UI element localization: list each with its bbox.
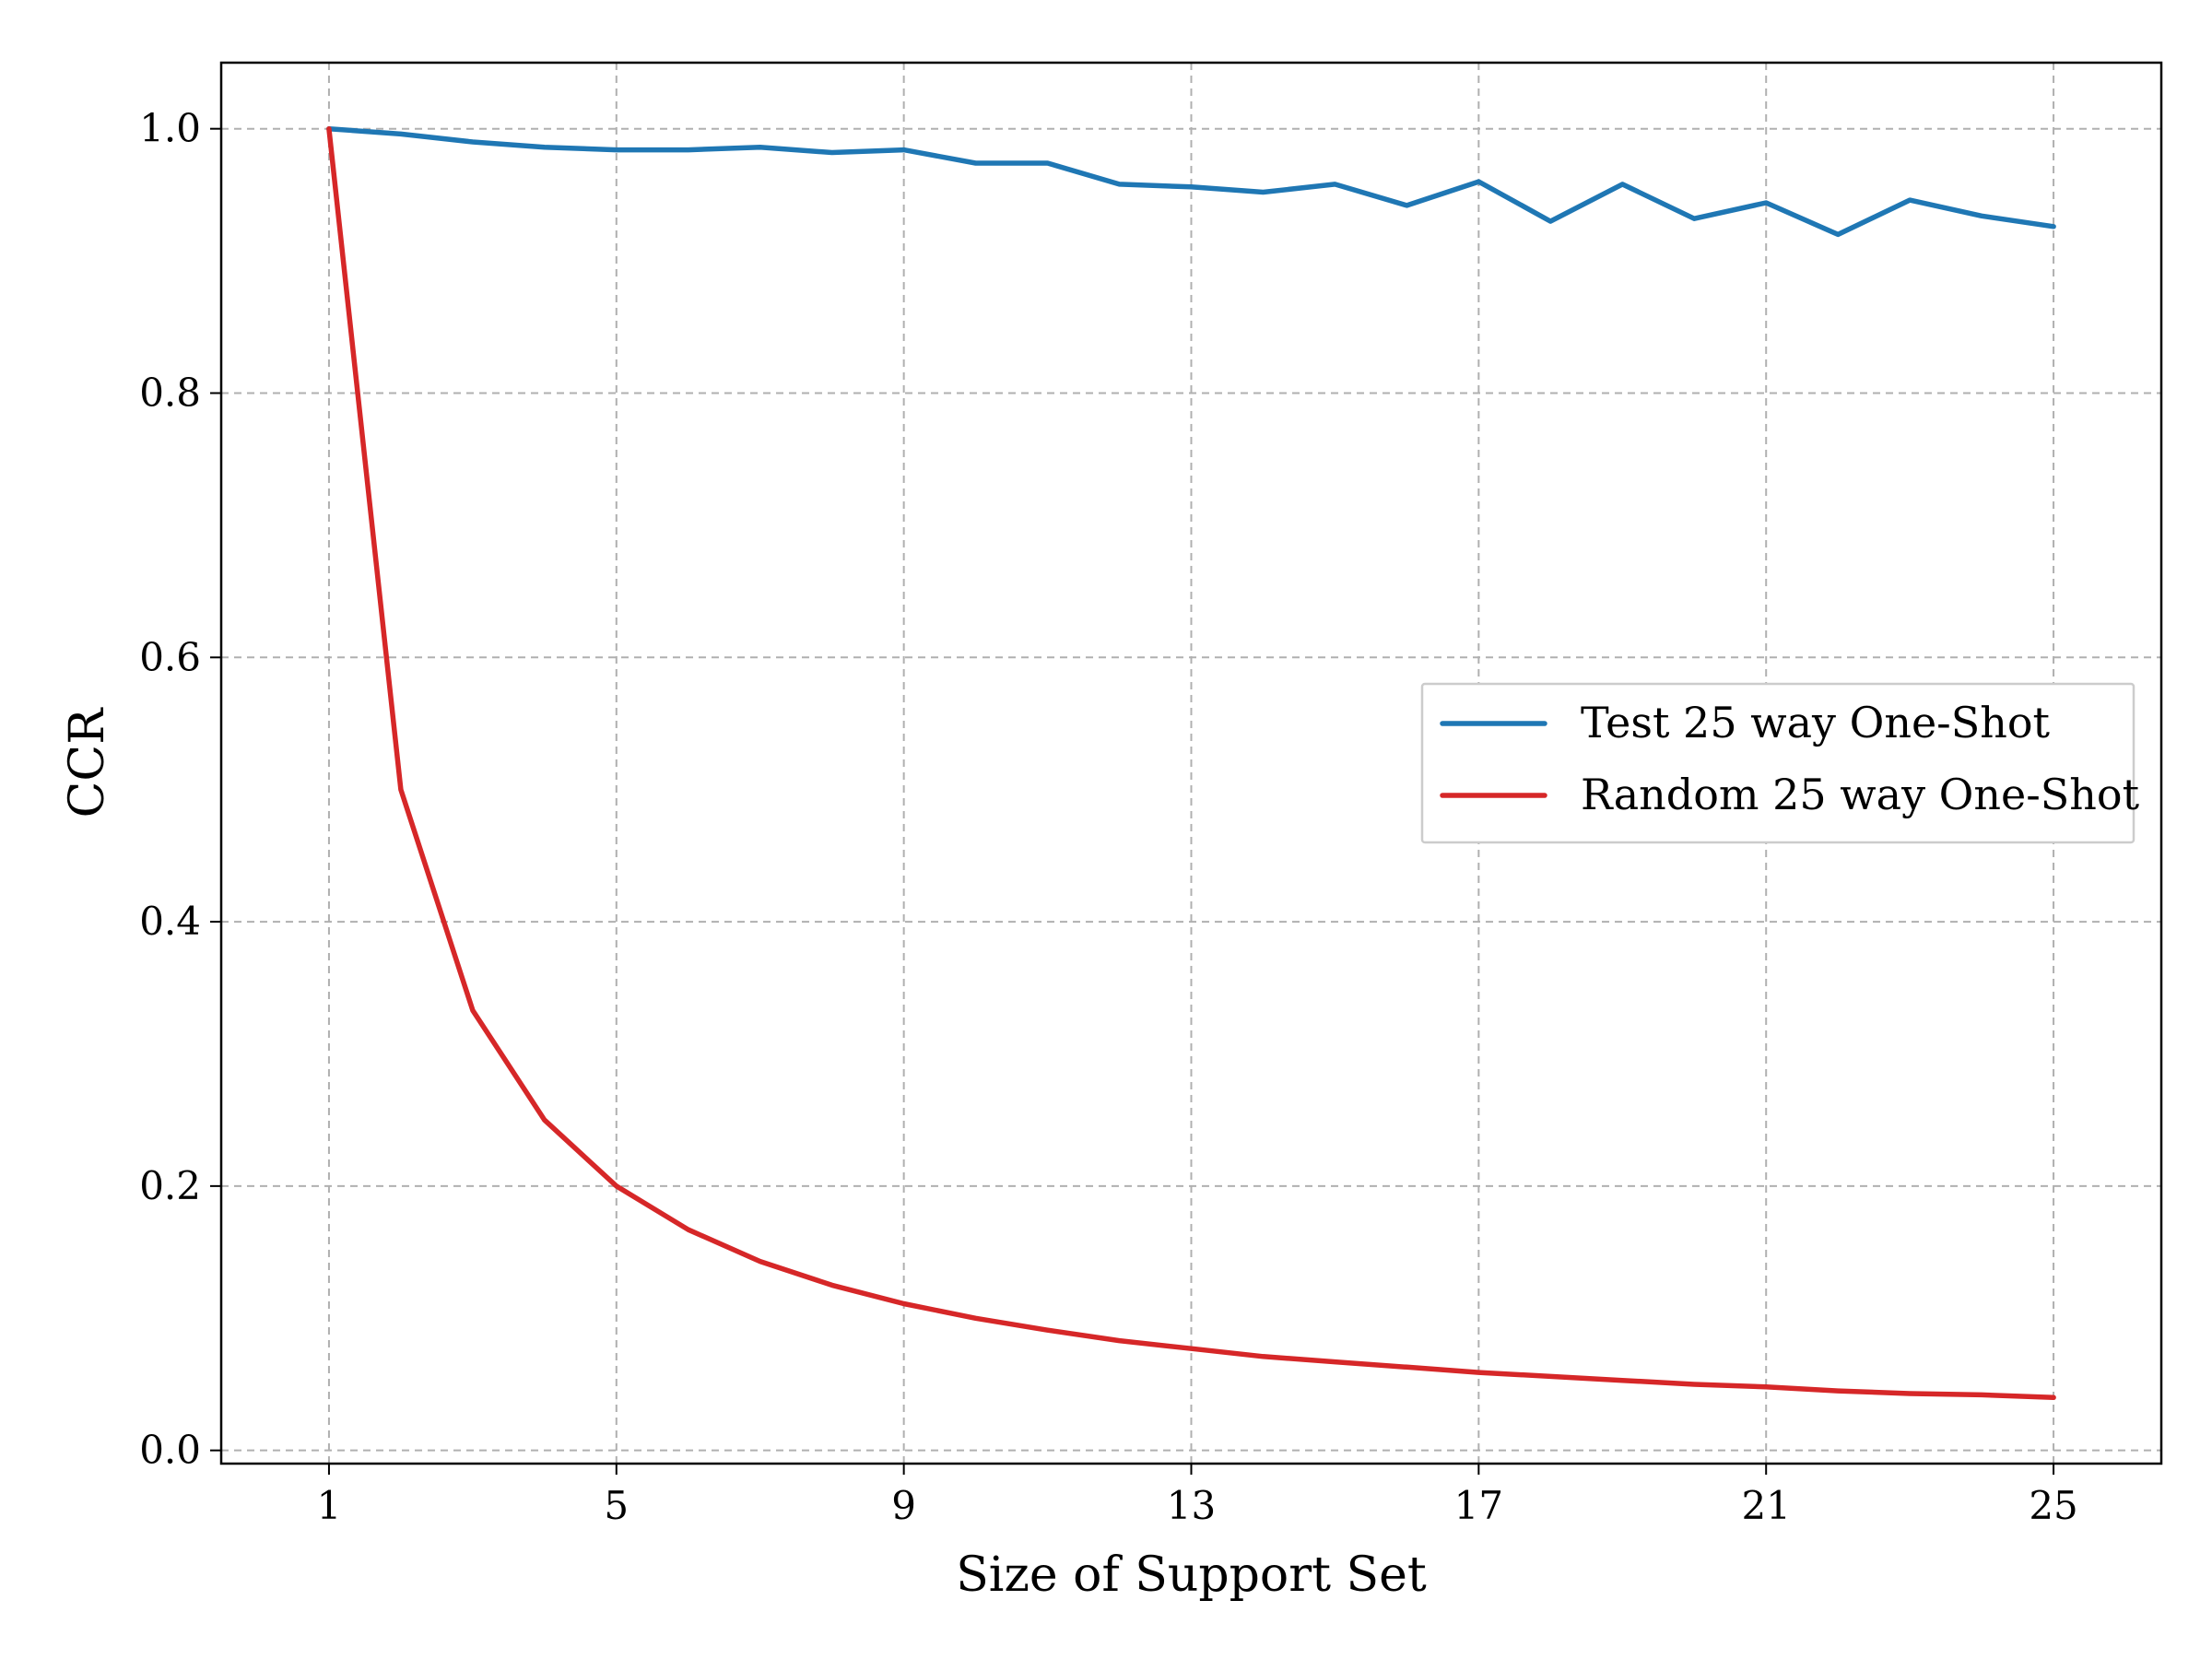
x-axis-title: Size of Support Set	[956, 1547, 1427, 1603]
y-tick-label: 0.0	[139, 1428, 201, 1473]
axis-ticks: 1 5 9 13 17 21 25 0.0 0.2 0.4 0.6 0.8 1.0	[139, 106, 2078, 1528]
grid	[221, 63, 2161, 1464]
x-tick-label: 5	[604, 1483, 629, 1528]
x-tick-label: 13	[1167, 1483, 1216, 1528]
x-tick-label: 21	[1741, 1483, 1790, 1528]
y-tick-label: 0.6	[139, 634, 201, 679]
y-tick-label: 0.2	[139, 1163, 201, 1208]
y-tick-label: 1.0	[139, 106, 201, 151]
series-line-0	[326, 125, 2056, 238]
legend: Test 25 way One-Shot Random 25 way One-S…	[1420, 682, 2140, 844]
legend-box	[1420, 682, 2136, 844]
x-tick-label: 17	[1454, 1483, 1503, 1528]
y-axis-title: CCR	[60, 707, 115, 818]
legend-label-random: Random 25 way One-Shot	[1581, 770, 2140, 819]
x-tick-label: 9	[891, 1483, 916, 1528]
y-tick-label: 0.4	[139, 899, 201, 944]
x-tick-label: 1	[317, 1483, 342, 1528]
legend-label-test: Test 25 way One-Shot	[1581, 698, 2051, 747]
series-lines	[326, 125, 2056, 1401]
series-line-1	[326, 125, 2056, 1401]
y-tick-label: 0.8	[139, 370, 201, 415]
x-tick-label: 25	[2029, 1483, 2077, 1528]
